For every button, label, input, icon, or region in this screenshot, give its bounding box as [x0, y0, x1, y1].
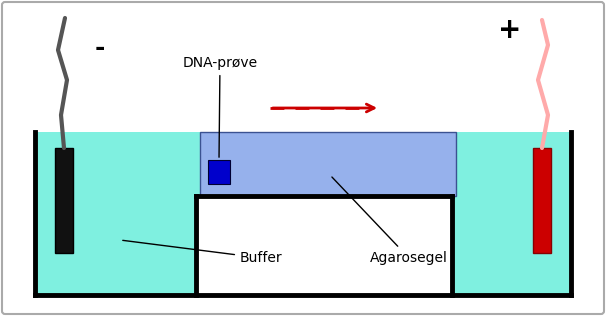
- Bar: [35, 132, 571, 196]
- Bar: [200, 132, 456, 196]
- Text: DNA-prøve: DNA-prøve: [182, 56, 258, 157]
- Text: +: +: [498, 16, 522, 44]
- Bar: [452, 132, 571, 295]
- Bar: [35, 132, 196, 295]
- Bar: [55, 148, 73, 253]
- Bar: [533, 148, 551, 253]
- Text: Buffer: Buffer: [123, 240, 282, 265]
- Text: -: -: [95, 36, 105, 60]
- Bar: [208, 160, 230, 184]
- Text: Agarosegel: Agarosegel: [332, 177, 448, 265]
